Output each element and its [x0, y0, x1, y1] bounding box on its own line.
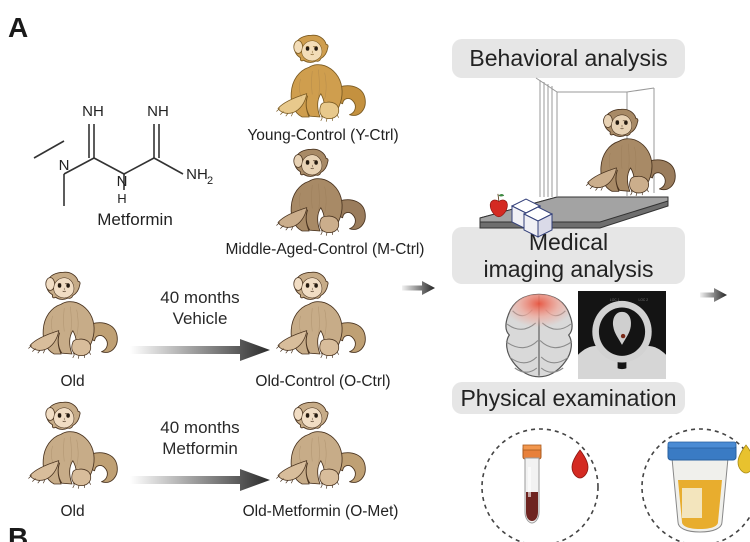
- svg-text:LOC 1: LOC 1: [610, 298, 620, 302]
- svg-text:LOC 2: LOC 2: [639, 298, 649, 302]
